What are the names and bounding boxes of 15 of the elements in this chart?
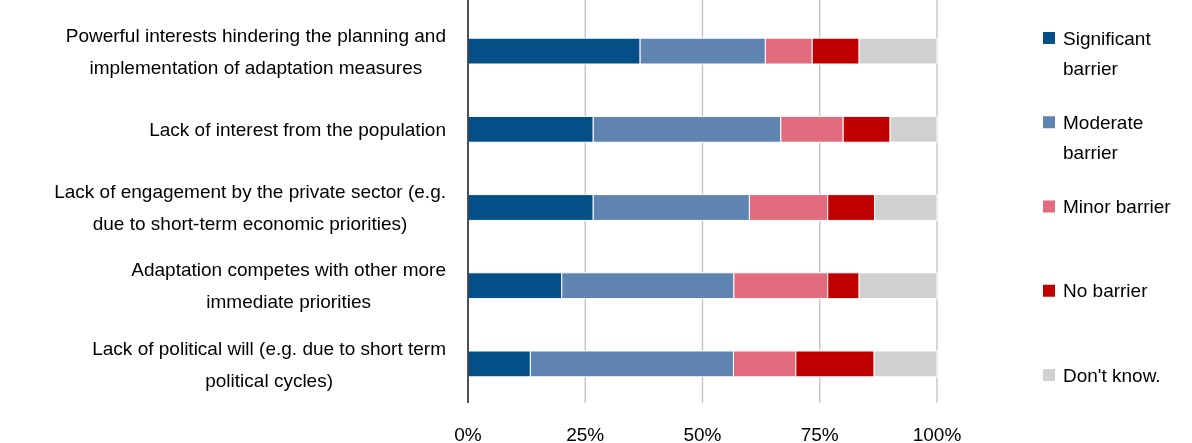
x-tick-label: 0% bbox=[454, 424, 482, 443]
legend-label: Moderate barrier bbox=[1063, 111, 1144, 163]
legend-label: Don't know. bbox=[1063, 364, 1161, 386]
y-tick-label: Lack of political will (e.g. due to short term political cycles) bbox=[92, 337, 446, 391]
y-tick-label: Lack of engagement by the private sector (e.g. due to short-term economic priorities) bbox=[54, 181, 446, 235]
legend-label: Minor barrier bbox=[1063, 196, 1172, 218]
y-tick-label: Lack of interest from the population bbox=[149, 118, 447, 140]
legend-label: No barrier bbox=[1063, 280, 1149, 302]
legend-label: Significant barrier bbox=[1063, 27, 1152, 79]
x-tick-label: 100% bbox=[912, 424, 962, 443]
x-tick-label: 50% bbox=[683, 424, 722, 443]
y-tick-label: Powerful interests hindering the planning and implementation of adaptation measures bbox=[65, 24, 447, 78]
x-tick-label: 75% bbox=[800, 424, 839, 443]
y-tick-label: Adaptation competes with other more immediate priorities bbox=[131, 259, 446, 313]
x-tick-label: 25% bbox=[566, 424, 605, 443]
